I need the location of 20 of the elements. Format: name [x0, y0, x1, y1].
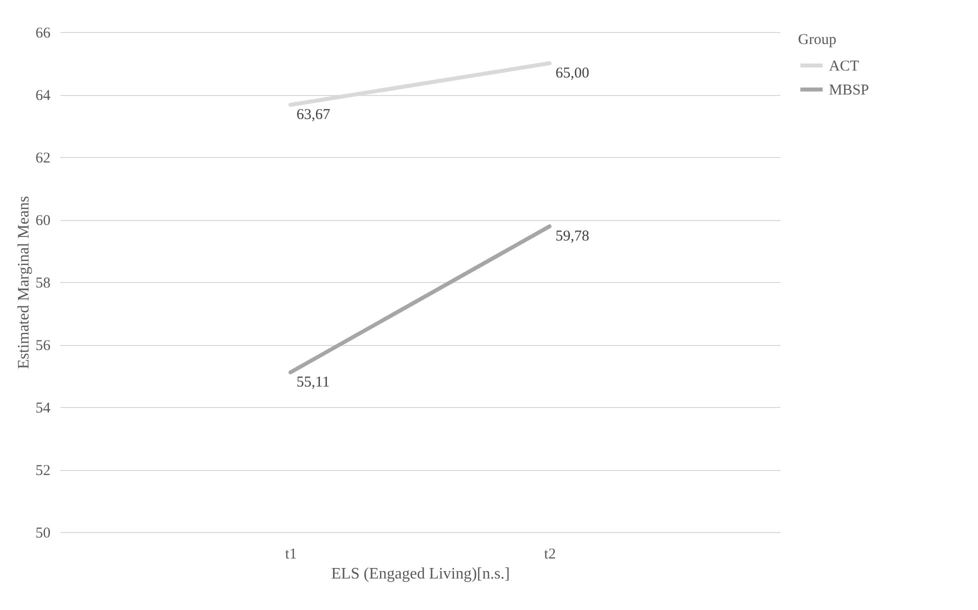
- legend-label: ACT: [829, 58, 859, 74]
- legend-title: Group: [798, 32, 836, 48]
- y-tick-label: 52: [36, 463, 50, 479]
- y-tick-label: 56: [36, 338, 51, 354]
- x-axis-title: ELS (Engaged Living)[n.s.]: [331, 566, 510, 582]
- x-tick-label: t1: [285, 546, 297, 562]
- y-tick-label: 64: [36, 88, 51, 104]
- y-tick-label: 60: [36, 213, 50, 229]
- data-label: 55,11: [296, 374, 330, 390]
- y-tick-label: 58: [36, 276, 50, 292]
- y-tick-label: 66: [36, 26, 51, 42]
- data-label: 59,78: [555, 228, 590, 244]
- y-tick-label: 54: [36, 400, 51, 416]
- legend-label: MBSP: [829, 82, 870, 98]
- x-tick-label: t2: [544, 546, 556, 562]
- data-label: 65,00: [555, 65, 590, 82]
- y-tick-label: 62: [36, 150, 50, 166]
- y-axis-title: Estimated Marginal Means: [16, 196, 32, 369]
- data-label: 63,67: [296, 106, 331, 123]
- y-tick-label: 50: [36, 526, 50, 542]
